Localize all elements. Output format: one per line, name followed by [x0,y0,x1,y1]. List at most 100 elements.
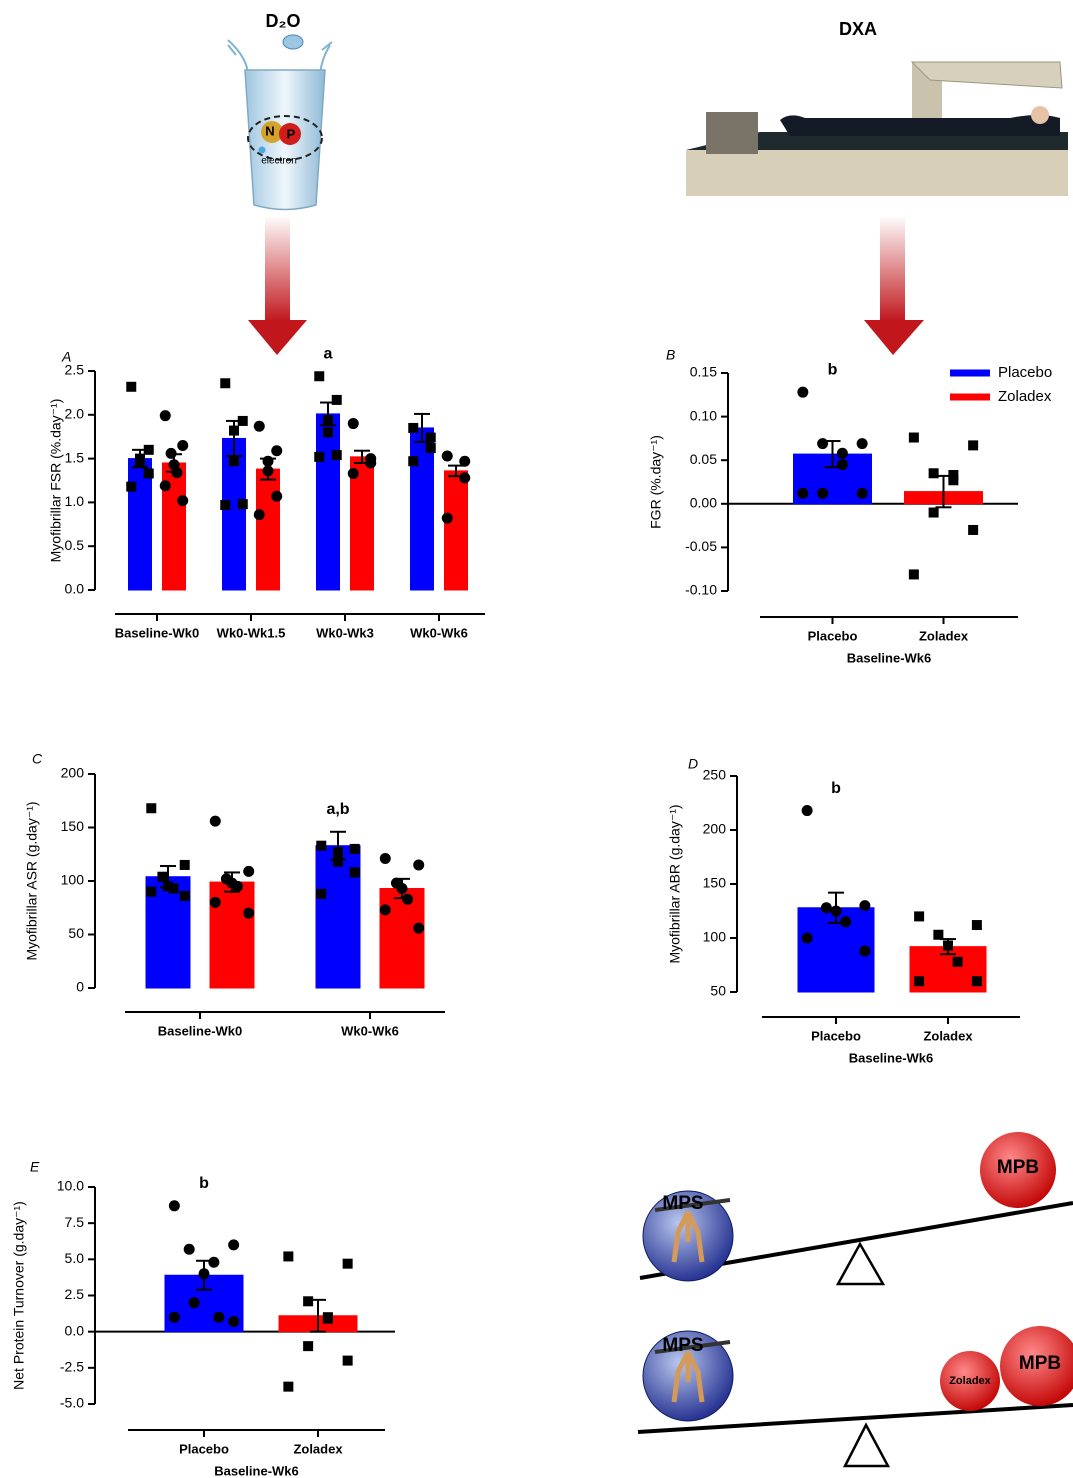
y-axis-label: Myofibrillar ABR (g.day⁻¹) [667,804,683,963]
data-point [283,1381,294,1392]
legend-label: Placebo [998,364,1052,381]
x-tick-label: Wk0-Wk1.5 [217,625,286,640]
data-point [316,888,327,899]
data-point [349,867,360,878]
data-point [168,1311,180,1323]
data-point [208,1256,220,1268]
data-point [914,911,925,922]
x-tick-label: Wk0-Wk3 [316,625,374,640]
y-axis-label: FGR (%.day⁻¹) [648,435,664,529]
drop [282,34,304,50]
data-point [968,524,979,535]
arrow-head [864,320,924,355]
data-point [271,445,283,457]
lifter [671,1210,705,1263]
chart: E -5.0 -2.5 0.0 2.5 5.0 7.5 10.0 Net Protein Tur… [11,1159,395,1478]
y-tick-label: 2.0 [65,406,85,422]
data-point [914,976,925,987]
data-point [213,1311,225,1323]
x-tick-label: Baseline-Wk0 [158,1023,243,1038]
y-tick-label: 1.0 [65,493,85,509]
data-point [146,803,157,814]
neutron-label: N [265,123,274,138]
legend-label: Zoladex [998,388,1052,405]
data-point [159,480,171,492]
data-point [856,438,868,450]
data-point [836,447,848,459]
data-point [342,1355,353,1366]
panel-letter: E [30,1159,40,1175]
chart: C 0 50 100 150 200 Myofibrillar ASR (g.day⁻¹) B… [24,751,445,1038]
x-axis-label: Baseline-Wk6 [847,650,932,665]
annotation: b [828,361,838,378]
barbell [654,1198,731,1212]
mps-label: MPS [662,1193,703,1214]
y-tick-label: 150 [703,875,727,891]
splash [227,39,333,81]
data-point [179,890,190,901]
y-tick-label: 0.10 [690,407,717,423]
data-point [303,1296,314,1307]
data-point [303,1341,314,1352]
data-point [928,507,939,518]
data-point [331,394,342,405]
data-point [228,1316,240,1328]
y-tick-label: 150 [61,818,85,834]
data-point [220,378,231,389]
data-point [459,455,471,467]
data-point [262,465,274,477]
y-tick-label: 1.5 [65,449,85,465]
mps-label: MPS [662,1335,703,1356]
y-tick-label: 2.5 [65,1286,85,1302]
data-point [220,500,231,511]
data-point [817,438,829,450]
arrow-shaft [265,215,290,322]
data-point [379,853,391,865]
dxa-table [686,132,1068,150]
y-tick-label: 0.0 [65,581,85,597]
data-point [817,487,829,499]
data-point [322,1313,333,1324]
data-point [168,883,179,894]
data-point [198,1268,210,1280]
data-point [952,956,963,967]
data-point [347,467,359,479]
lever [637,1403,1073,1434]
x-tick-label: Placebo [811,1028,861,1043]
data-point [459,472,471,484]
panel-letter: C [32,751,43,767]
d2o-title: D₂O [266,11,301,31]
y-tick-label: 50 [68,925,84,941]
y-tick-label: -0.05 [685,538,717,554]
data-point [237,499,248,510]
y-axis-label: Myofibrillar FSR (%.day⁻¹) [48,399,64,563]
y-tick-label: 2.5 [65,362,85,378]
data-point [188,1297,200,1309]
data-point [243,865,255,877]
data-point [177,495,189,507]
y-tick-label: 0.5 [65,537,85,553]
data-point [797,386,809,398]
data-point [968,440,979,451]
bar [444,470,468,591]
dxa-illustration: DXA [686,19,1068,196]
arrow-shaft [880,215,905,322]
data-point [396,882,408,894]
x-tick-label: Placebo [179,1441,229,1456]
data-point [232,880,244,892]
panel-letter: B [666,347,675,363]
data-point [143,468,154,479]
data-point [209,815,221,827]
data-point [177,439,189,451]
y-axis-label: Myofibrillar ASR (g.day⁻¹) [24,801,40,960]
data-point [801,805,813,817]
data-point [168,1200,180,1212]
data-point [126,481,137,492]
mpb-label: MPB [997,1157,1039,1178]
electron-dot [258,146,266,154]
bar [379,887,425,989]
arrow-head [248,320,307,355]
dxa-box [706,112,758,154]
y-tick-label: 100 [703,929,727,945]
